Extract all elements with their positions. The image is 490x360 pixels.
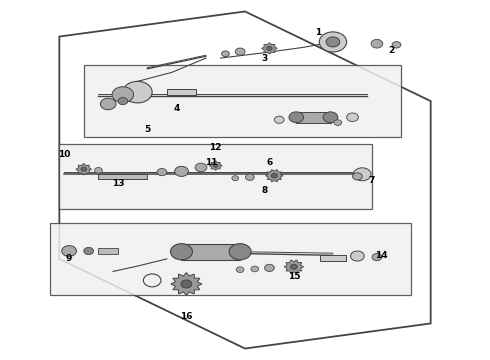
Text: 12: 12 — [209, 143, 222, 152]
Text: 6: 6 — [266, 158, 272, 167]
Text: 16: 16 — [180, 312, 193, 321]
Text: 8: 8 — [262, 186, 268, 195]
Circle shape — [157, 168, 167, 176]
Circle shape — [350, 251, 364, 261]
Text: 13: 13 — [112, 179, 124, 188]
Polygon shape — [209, 161, 222, 170]
Circle shape — [245, 174, 254, 180]
Text: 3: 3 — [262, 54, 268, 63]
Text: 1: 1 — [315, 28, 321, 37]
Circle shape — [353, 168, 371, 181]
Circle shape — [195, 163, 207, 172]
Text: 9: 9 — [66, 255, 73, 264]
Circle shape — [274, 116, 284, 123]
Circle shape — [251, 266, 259, 272]
Circle shape — [319, 32, 346, 52]
Circle shape — [271, 174, 277, 178]
Circle shape — [372, 253, 382, 261]
Polygon shape — [49, 223, 411, 295]
Circle shape — [267, 46, 272, 50]
Circle shape — [171, 244, 193, 260]
Polygon shape — [84, 65, 401, 137]
Text: 11: 11 — [204, 158, 217, 167]
Circle shape — [62, 246, 76, 256]
Circle shape — [174, 166, 188, 176]
Polygon shape — [262, 42, 277, 54]
Polygon shape — [76, 163, 92, 175]
Circle shape — [118, 98, 128, 105]
Circle shape — [371, 40, 383, 48]
Text: 5: 5 — [144, 125, 150, 134]
Circle shape — [289, 112, 304, 123]
FancyBboxPatch shape — [319, 255, 346, 261]
FancyBboxPatch shape — [181, 244, 240, 260]
Polygon shape — [59, 144, 372, 209]
Circle shape — [232, 176, 239, 181]
Circle shape — [81, 167, 87, 171]
Text: 14: 14 — [375, 251, 388, 260]
FancyBboxPatch shape — [167, 89, 196, 95]
Circle shape — [352, 173, 362, 180]
Circle shape — [100, 98, 116, 110]
Polygon shape — [171, 273, 202, 296]
Circle shape — [181, 280, 192, 288]
Circle shape — [112, 87, 134, 103]
Circle shape — [229, 244, 251, 260]
Circle shape — [84, 247, 94, 255]
Circle shape — [323, 112, 338, 123]
FancyBboxPatch shape — [98, 174, 147, 179]
FancyBboxPatch shape — [296, 112, 331, 123]
Circle shape — [214, 164, 218, 167]
Circle shape — [392, 41, 401, 48]
Text: 15: 15 — [288, 272, 300, 281]
Text: 7: 7 — [369, 176, 375, 185]
Polygon shape — [266, 170, 283, 182]
Circle shape — [95, 167, 102, 173]
Circle shape — [334, 120, 342, 126]
Circle shape — [123, 81, 152, 103]
Circle shape — [326, 37, 340, 47]
Polygon shape — [284, 260, 304, 274]
FancyBboxPatch shape — [98, 248, 118, 254]
Circle shape — [235, 48, 245, 55]
Text: 10: 10 — [58, 150, 71, 159]
Circle shape — [236, 267, 244, 273]
Text: 2: 2 — [389, 46, 395, 55]
Circle shape — [291, 264, 297, 269]
Circle shape — [346, 113, 358, 122]
Text: 4: 4 — [173, 104, 180, 113]
Circle shape — [265, 264, 274, 271]
Circle shape — [221, 51, 229, 57]
